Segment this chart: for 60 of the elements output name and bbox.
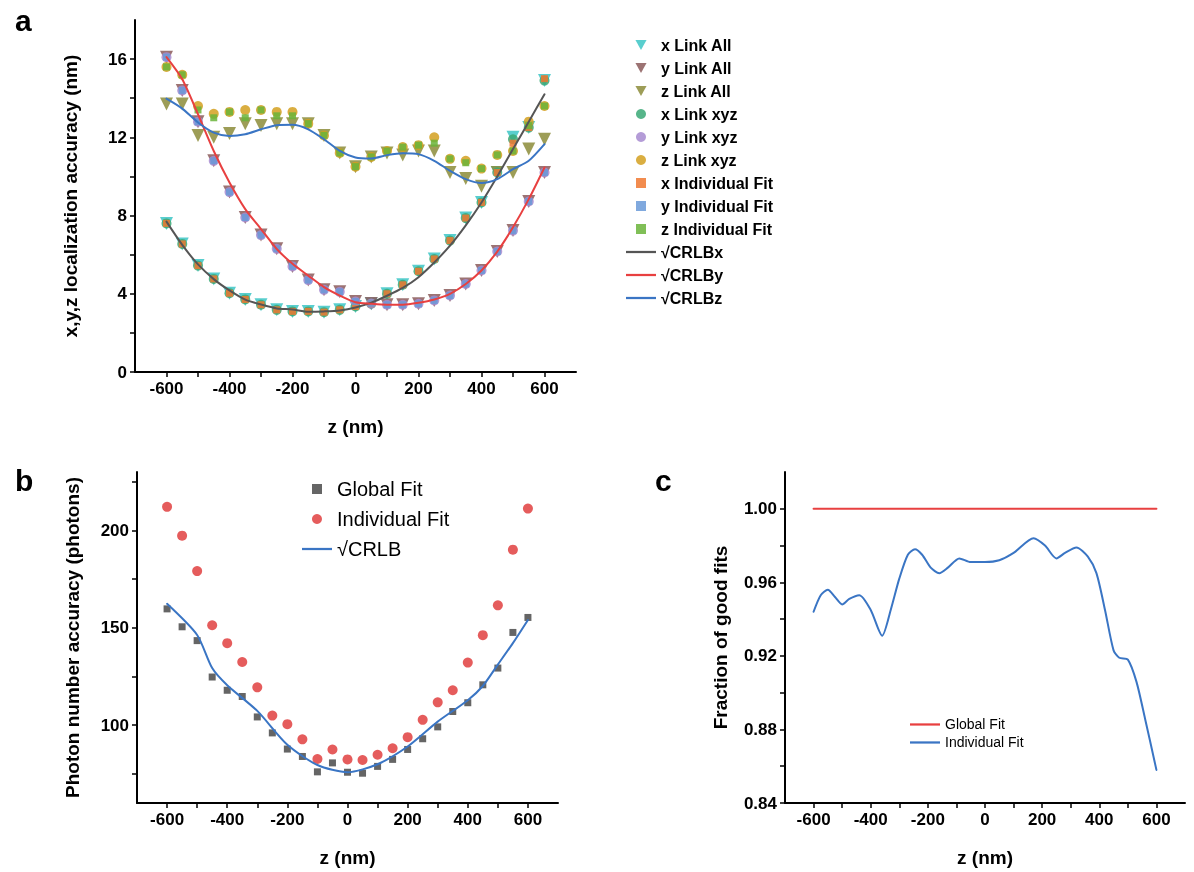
chart-title: a <box>15 3 32 37</box>
legend-label: x Link xyz <box>661 105 738 123</box>
chart-title: c <box>655 463 672 497</box>
y-tick-label: 150 <box>100 618 129 638</box>
y-tick-label: 0.92 <box>743 646 777 666</box>
legend-label: z Link All <box>661 82 731 100</box>
x-tick-label: -400 <box>212 379 247 398</box>
x-tick-label: 400 <box>467 379 496 398</box>
y-axis-title: Photon number accuracy (photons) <box>62 477 83 798</box>
x-tick-label: -400 <box>853 810 888 829</box>
x-tick-label: 200 <box>393 810 422 829</box>
x-tick-label: -200 <box>275 379 310 398</box>
x-tick-label: -200 <box>910 810 945 829</box>
legend-label: Individual Fit <box>945 734 1024 751</box>
x-tick-label: 600 <box>513 810 543 829</box>
legend-label: y Link All <box>661 59 732 77</box>
legend-label: √CRLBx <box>661 243 724 261</box>
legend-label: y Individual Fit <box>661 197 774 215</box>
x-tick-label: 600 <box>530 379 559 398</box>
y-tick-label: 1.00 <box>743 499 777 519</box>
y-axis-title: x,y,z localization accuracy (nm) <box>60 54 81 338</box>
x-tick-label: 400 <box>1085 810 1114 829</box>
x-tick-label: -200 <box>270 810 305 829</box>
x-tick-label: 400 <box>453 810 482 829</box>
x-tick-label: -400 <box>210 810 245 829</box>
x-tick-label: 600 <box>1142 810 1171 829</box>
x-tick-label: 0 <box>350 379 361 398</box>
y-tick-label: 4 <box>117 284 128 304</box>
x-axis-title: z (nm) <box>957 847 1013 868</box>
x-tick-label: -600 <box>150 810 185 829</box>
chart-title: b <box>15 463 34 497</box>
y-tick-label: 16 <box>108 49 127 69</box>
x-axis-title: z (nm) <box>327 416 384 437</box>
y-tick-label: 0.84 <box>743 793 778 813</box>
legend-label: y Link xyz <box>661 128 738 146</box>
legend-label: Global Fit <box>945 716 1006 733</box>
y-tick-label: 0 <box>117 362 127 382</box>
y-tick-label: 8 <box>117 206 127 226</box>
legend-label: z Individual Fit <box>661 220 773 238</box>
y-tick-label: 100 <box>100 715 129 735</box>
legend-label: √CRLBy <box>661 266 724 284</box>
legend-label: Individual Fit <box>336 508 450 530</box>
y-tick-label: 12 <box>108 127 127 147</box>
legend-label: √CRLBz <box>661 289 723 307</box>
legend-label: x Individual Fit <box>661 174 774 192</box>
x-tick-label: 200 <box>1027 810 1057 829</box>
legend-label: x Link All <box>661 36 732 54</box>
y-tick-label: 0.96 <box>743 572 777 592</box>
y-tick-label: 200 <box>100 520 129 540</box>
x-tick-label: -600 <box>796 810 831 829</box>
y-tick-label: 0.88 <box>743 719 777 739</box>
legend-label: Global Fit <box>336 478 424 500</box>
x-tick-label: 0 <box>980 810 990 829</box>
legend-label: z Link xyz <box>661 151 737 169</box>
x-tick-label: 0 <box>342 810 353 829</box>
x-axis-title: z (nm) <box>319 847 376 868</box>
legend-label: √CRLB <box>336 538 402 560</box>
x-tick-label: 200 <box>404 379 433 398</box>
y-axis-title: Fraction of good fits <box>710 545 731 730</box>
x-tick-label: -600 <box>149 379 184 398</box>
